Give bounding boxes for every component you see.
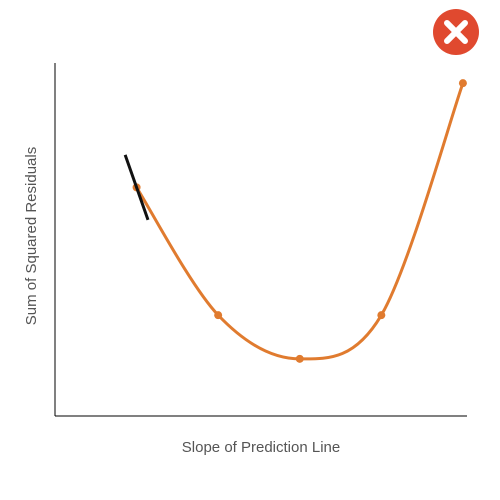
x-axis-label: Slope of Prediction Line <box>182 439 340 456</box>
y-axis-label: Sum of Squared Residuals <box>23 147 40 325</box>
data-point-4 <box>377 311 386 320</box>
data-point-2 <box>214 311 223 320</box>
data-point-5 <box>458 79 467 88</box>
data-point-3 <box>295 354 304 363</box>
plot-area <box>54 63 467 417</box>
series-line <box>135 82 465 361</box>
data-points <box>132 79 467 363</box>
close-icon <box>433 9 479 55</box>
tangent-line <box>123 154 150 221</box>
close-button[interactable] <box>433 9 479 55</box>
